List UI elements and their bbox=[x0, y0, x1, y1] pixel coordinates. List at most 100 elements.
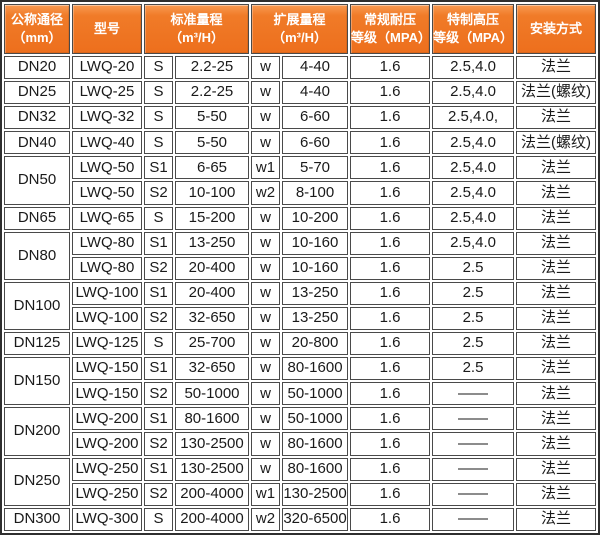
cell-normal-pressure: 1.6 bbox=[350, 357, 431, 381]
cell-standard-code: S2 bbox=[144, 382, 173, 406]
cell-high-pressure: 2.5,4.0 bbox=[432, 56, 515, 80]
cell-high-pressure: 2.5 bbox=[432, 357, 515, 381]
cell-standard-range: 2.2-25 bbox=[175, 56, 250, 80]
cell-extended-range: 10-160 bbox=[282, 256, 349, 280]
cell-extended-code: w2 bbox=[251, 507, 281, 531]
cell-standard-code: S1 bbox=[144, 407, 173, 431]
cell-install-method: 法兰 bbox=[516, 206, 597, 230]
cell-normal-pressure: 1.6 bbox=[350, 306, 431, 331]
cell-nominal-diameter: DN25 bbox=[4, 81, 70, 105]
cell-nominal-diameter: DN150 bbox=[4, 357, 70, 406]
cell-nominal-diameter: DN100 bbox=[4, 281, 70, 331]
cell-normal-pressure: 1.6 bbox=[350, 432, 431, 456]
cell-extended-range: 20-800 bbox=[282, 332, 349, 356]
cell-install-method: 法兰 bbox=[516, 507, 597, 531]
cell-standard-code: S1 bbox=[144, 457, 173, 481]
header-model: 型号 bbox=[72, 4, 142, 54]
cell-model: LWQ-250 bbox=[72, 457, 142, 481]
cell-extended-code: w1 bbox=[251, 156, 281, 180]
cell-extended-range: 130-2500 bbox=[282, 482, 349, 506]
cell-standard-range: 200-4000 bbox=[175, 507, 250, 531]
table-row: LWQ-200 S2 130-2500 w 80-1600 1.6 —— 法兰 bbox=[4, 432, 597, 456]
cell-model: LWQ-80 bbox=[72, 231, 142, 255]
table-row: DN250 LWQ-250 S1 130-2500 w 80-1600 1.6 —— 法兰 bbox=[4, 457, 597, 506]
cell-extended-range: 50-1000 bbox=[282, 382, 349, 406]
cell-install-method: 法兰 bbox=[516, 256, 597, 280]
cell-standard-code: S2 bbox=[144, 306, 173, 331]
header-line: 公称通径 bbox=[10, 12, 63, 28]
cell-model: LWQ-20 bbox=[72, 56, 142, 80]
cell-normal-pressure: 1.6 bbox=[350, 332, 431, 356]
cell-normal-pressure: 1.6 bbox=[350, 407, 431, 431]
table-row: DN125 LWQ-125 S 25-700 w 20-800 1.6 2.5 法兰 bbox=[4, 332, 597, 356]
cell-extended-range: 13-250 bbox=[282, 281, 349, 305]
cell-extended-range: 80-1600 bbox=[282, 457, 349, 481]
cell-install-method: 法兰 bbox=[516, 56, 597, 80]
cell-extended-range: 8-100 bbox=[282, 181, 349, 205]
cell-standard-range: 20-400 bbox=[175, 281, 250, 305]
header-standard-range: 标准量程 （m³/H） bbox=[144, 4, 250, 54]
cell-extended-code: w bbox=[251, 231, 281, 255]
cell-standard-range: 50-1000 bbox=[175, 382, 250, 406]
cell-standard-range: 130-2500 bbox=[175, 432, 250, 456]
header-installation-method: 安装方式 bbox=[516, 4, 597, 54]
table-row: LWQ-150 S2 50-1000 w 50-1000 1.6 —— 法兰 bbox=[4, 382, 597, 406]
table-row: DN20 LWQ-20 S 2.2-25 w 4-40 1.6 2.5,4.0 法兰 bbox=[4, 56, 597, 80]
cell-extended-range: 80-1600 bbox=[282, 357, 349, 381]
cell-normal-pressure: 1.6 bbox=[350, 206, 431, 230]
cell-high-pressure: 2.5,4.0 bbox=[432, 131, 515, 155]
cell-install-method: 法兰 bbox=[516, 482, 597, 506]
cell-model: LWQ-200 bbox=[72, 432, 142, 456]
cell-high-pressure: —— bbox=[432, 407, 515, 431]
cell-high-pressure: —— bbox=[432, 432, 515, 456]
table-row: DN100 LWQ-100 S1 20-400 w 13-250 1.6 2.5 法兰 bbox=[4, 281, 597, 331]
cell-normal-pressure: 1.6 bbox=[350, 482, 431, 506]
header-line: 特制高压 bbox=[447, 12, 500, 28]
table-row: DN50 LWQ-50 S1 6-65 w1 5-70 1.6 2.5,4.0 法兰 bbox=[4, 156, 597, 205]
cell-standard-code: S1 bbox=[144, 357, 173, 381]
cell-extended-range: 13-250 bbox=[282, 306, 349, 331]
header-nominal-diameter: 公称通径 （mm） bbox=[4, 4, 70, 54]
cell-standard-range: 130-2500 bbox=[175, 457, 250, 481]
cell-extended-range: 10-160 bbox=[282, 231, 349, 255]
cell-extended-code: w1 bbox=[251, 482, 281, 506]
cell-standard-code: S2 bbox=[144, 432, 173, 456]
cell-extended-code: w2 bbox=[251, 181, 281, 205]
cell-nominal-diameter: DN50 bbox=[4, 156, 70, 205]
cell-standard-code: S bbox=[144, 131, 173, 155]
cell-nominal-diameter: DN250 bbox=[4, 457, 70, 506]
cell-extended-range: 10-200 bbox=[282, 206, 349, 230]
cell-high-pressure: —— bbox=[432, 457, 515, 481]
cell-nominal-diameter: DN32 bbox=[4, 106, 70, 130]
cell-normal-pressure: 1.6 bbox=[350, 256, 431, 280]
cell-extended-code: w bbox=[251, 357, 281, 381]
cell-model: LWQ-250 bbox=[72, 482, 142, 506]
cell-normal-pressure: 1.6 bbox=[350, 81, 431, 105]
cell-normal-pressure: 1.6 bbox=[350, 56, 431, 80]
cell-extended-code: w bbox=[251, 256, 281, 280]
cell-standard-range: 32-650 bbox=[175, 357, 250, 381]
cell-high-pressure: 2.5,4.0 bbox=[432, 181, 515, 205]
table-row: DN65 LWQ-65 S 15-200 w 10-200 1.6 2.5,4.0 法兰 bbox=[4, 206, 597, 230]
cell-nominal-diameter: DN300 bbox=[4, 507, 70, 531]
cell-high-pressure: —— bbox=[432, 507, 515, 531]
cell-extended-range: 4-40 bbox=[282, 56, 349, 80]
cell-model: LWQ-50 bbox=[72, 156, 142, 180]
table-row: DN80 LWQ-80 S1 13-250 w 10-160 1.6 2.5,4.0 法兰 bbox=[4, 231, 597, 280]
cell-high-pressure: 2.5,4.0 bbox=[432, 156, 515, 180]
cell-model: LWQ-50 bbox=[72, 181, 142, 205]
header-special-high-pressure-rating: 特制高压 等级（MPA） bbox=[432, 4, 515, 54]
cell-normal-pressure: 1.6 bbox=[350, 181, 431, 205]
cell-extended-range: 4-40 bbox=[282, 81, 349, 105]
cell-install-method: 法兰 bbox=[516, 231, 597, 255]
cell-normal-pressure: 1.6 bbox=[350, 457, 431, 481]
cell-high-pressure: —— bbox=[432, 382, 515, 406]
cell-standard-code: S bbox=[144, 507, 173, 531]
cell-high-pressure: 2.5 bbox=[432, 306, 515, 331]
header-line: （m³/H） bbox=[169, 30, 224, 45]
cell-install-method: 法兰 bbox=[516, 281, 597, 305]
cell-model: LWQ-40 bbox=[72, 131, 142, 155]
cell-nominal-diameter: DN65 bbox=[4, 206, 70, 230]
cell-model: LWQ-65 bbox=[72, 206, 142, 230]
